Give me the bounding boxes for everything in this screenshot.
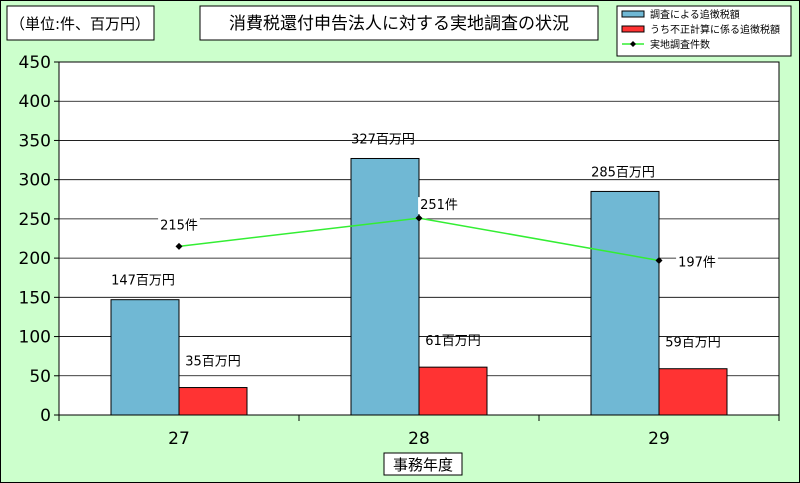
- data-label: 61百万円: [425, 334, 481, 349]
- data-label: 35百万円: [185, 355, 241, 370]
- x-tick-label: 29: [648, 429, 670, 449]
- line-data-label: 251件: [420, 198, 458, 213]
- legend-marker-2: [630, 41, 636, 47]
- bar-0-0: [110, 299, 180, 416]
- data-label: 59百万円: [665, 336, 721, 351]
- data-label: 327百万円: [351, 132, 415, 147]
- bars: [110, 157, 728, 416]
- x-axis-title-box: 事務年度: [383, 452, 463, 476]
- legend-label-1: うち不正計算に係る追徴税額: [650, 23, 780, 36]
- bar-1-1: [418, 366, 488, 416]
- line-series: [175, 214, 663, 264]
- line-data-label: 197件: [678, 255, 716, 270]
- legend-label-2: 実地調査件数: [650, 38, 710, 51]
- legend-swatch-1: [621, 25, 645, 33]
- data-labels: 147百万円 327百万円 285百万円 35百万円 61百万円 59百万円 215件 251…: [111, 132, 721, 369]
- y-tick-label: 400: [19, 92, 51, 112]
- y-tick-label: 300: [19, 171, 51, 191]
- bar-0-1: [350, 157, 420, 416]
- y-tick-label: 50: [29, 367, 51, 387]
- y-tick-label: 450: [19, 53, 51, 73]
- line-data-label: 215件: [160, 218, 198, 233]
- bar-1-0: [178, 387, 248, 416]
- legend-label-0: 調査による追徴税額: [650, 8, 740, 21]
- line-marker: [655, 256, 663, 264]
- y-tick-label: 350: [19, 131, 51, 151]
- line-data-label-bg: [158, 217, 200, 235]
- x-tick-label: 27: [168, 429, 190, 449]
- data-label: 285百万円: [591, 165, 655, 180]
- unit-note-text: （単位:件、百万円）: [10, 15, 150, 33]
- y-tick-label: 200: [19, 249, 51, 269]
- y-tick-label: 0: [40, 406, 51, 426]
- line-data-label-bg: [418, 197, 460, 215]
- axes: 0 50 100 150 200 250 300 350 400 450 27 28 29: [19, 53, 780, 449]
- unit-note: （単位:件、百万円）: [6, 5, 155, 41]
- legend-swatch-0: [621, 10, 645, 18]
- legend: 調査による追徴税額 うち不正計算に係る追徴税額 実地調査件数: [616, 5, 792, 57]
- bar-0-2: [590, 190, 660, 416]
- line-marker: [175, 242, 183, 250]
- chart-title-box: 消費税還付申告法人に対する実地調査の状況: [199, 5, 599, 41]
- x-tick-label: 28: [408, 429, 430, 449]
- x-axis-title: 事務年度: [393, 456, 453, 474]
- y-tick-label: 150: [19, 288, 51, 308]
- line-marker: [415, 214, 423, 222]
- chart-title: 消費税還付申告法人に対する実地調査の状況: [229, 14, 569, 34]
- y-tick-label: 250: [19, 210, 51, 230]
- data-label: 147百万円: [111, 274, 175, 289]
- y-tick-label: 100: [19, 328, 51, 348]
- line-data-label-bg: [676, 254, 718, 272]
- bar-1-2: [658, 368, 728, 416]
